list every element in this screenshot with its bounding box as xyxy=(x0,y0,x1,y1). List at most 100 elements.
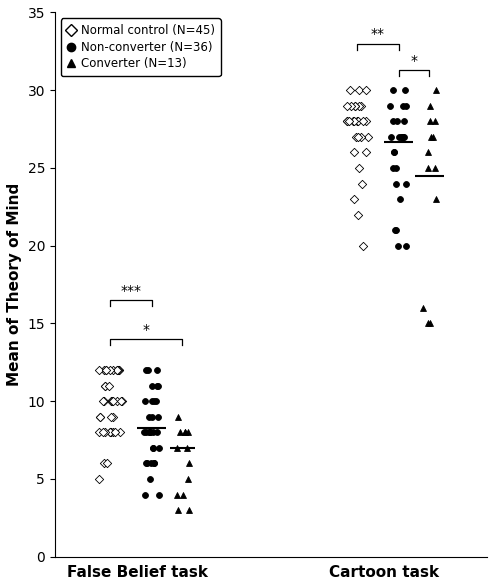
Point xyxy=(95,474,103,484)
Point xyxy=(395,132,403,141)
Point xyxy=(107,396,115,406)
Point xyxy=(148,396,156,406)
Point xyxy=(398,132,406,141)
Point xyxy=(101,381,109,390)
Point xyxy=(185,505,193,515)
Point xyxy=(142,427,150,437)
Point xyxy=(154,412,162,421)
Point xyxy=(351,101,359,110)
Point xyxy=(387,132,395,141)
Point xyxy=(348,101,356,110)
Point xyxy=(109,396,117,406)
Point xyxy=(392,225,400,235)
Point xyxy=(107,412,115,421)
Point xyxy=(355,101,363,110)
Text: *: * xyxy=(143,323,150,337)
Point xyxy=(355,117,363,126)
Point xyxy=(100,366,108,375)
Point xyxy=(351,117,359,126)
Point xyxy=(402,101,410,110)
Point xyxy=(401,86,409,95)
Point xyxy=(141,490,149,499)
Point xyxy=(352,132,360,141)
Point xyxy=(148,412,156,421)
Point xyxy=(118,396,125,406)
Point xyxy=(357,101,365,110)
Point xyxy=(181,427,189,437)
Point xyxy=(184,427,192,437)
Point xyxy=(179,490,187,499)
Point xyxy=(183,443,191,453)
Y-axis label: Mean of Theory of Mind: Mean of Theory of Mind xyxy=(7,183,22,386)
Point xyxy=(153,381,161,390)
Point xyxy=(431,163,439,173)
Point xyxy=(343,117,351,126)
Point xyxy=(390,148,398,157)
Point xyxy=(116,366,124,375)
Point xyxy=(427,132,435,141)
Point xyxy=(146,474,154,484)
Point xyxy=(392,179,400,188)
Point xyxy=(146,427,154,437)
Point xyxy=(343,117,351,126)
Point xyxy=(152,396,160,406)
Point xyxy=(147,458,155,468)
Point xyxy=(153,366,161,375)
Point xyxy=(99,396,107,406)
Point xyxy=(393,117,401,126)
Point xyxy=(150,396,158,406)
Point xyxy=(111,427,119,437)
Point xyxy=(151,458,159,468)
Point xyxy=(357,132,365,141)
Point xyxy=(116,427,124,437)
Point xyxy=(399,101,407,110)
Point xyxy=(143,458,151,468)
Point xyxy=(153,427,161,437)
Point xyxy=(429,132,437,141)
Point xyxy=(104,458,112,468)
Point xyxy=(145,412,153,421)
Point xyxy=(109,366,117,375)
Point xyxy=(394,241,402,251)
Text: *: * xyxy=(411,53,417,68)
Point xyxy=(419,303,427,313)
Point xyxy=(392,163,400,173)
Point xyxy=(364,132,372,141)
Point xyxy=(146,427,154,437)
Point xyxy=(96,412,104,421)
Point xyxy=(150,458,158,468)
Text: **: ** xyxy=(371,27,385,41)
Point xyxy=(402,241,410,251)
Point xyxy=(402,179,410,188)
Point xyxy=(346,86,354,95)
Point xyxy=(185,458,193,468)
Point xyxy=(174,505,182,515)
Point xyxy=(149,443,157,453)
Point xyxy=(424,163,432,173)
Point xyxy=(426,101,434,110)
Point xyxy=(155,490,163,499)
Legend: Normal control (N=45), Non-converter (N=36), Converter (N=13): Normal control (N=45), Non-converter (N=… xyxy=(61,18,221,76)
Point xyxy=(142,366,150,375)
Point xyxy=(350,148,358,157)
Point xyxy=(149,427,157,437)
Point xyxy=(176,427,184,437)
Point xyxy=(141,396,149,406)
Point xyxy=(115,366,123,375)
Point xyxy=(353,117,361,126)
Point xyxy=(354,132,362,141)
Point xyxy=(432,194,440,204)
Point xyxy=(181,427,189,437)
Point xyxy=(354,210,362,220)
Point xyxy=(351,101,359,110)
Point xyxy=(355,86,363,95)
Point xyxy=(400,117,408,126)
Point xyxy=(359,117,367,126)
Point xyxy=(391,225,399,235)
Point xyxy=(101,427,109,437)
Point xyxy=(396,194,404,204)
Point xyxy=(95,427,103,437)
Point xyxy=(105,381,113,390)
Point xyxy=(356,163,364,173)
Point xyxy=(426,117,434,126)
